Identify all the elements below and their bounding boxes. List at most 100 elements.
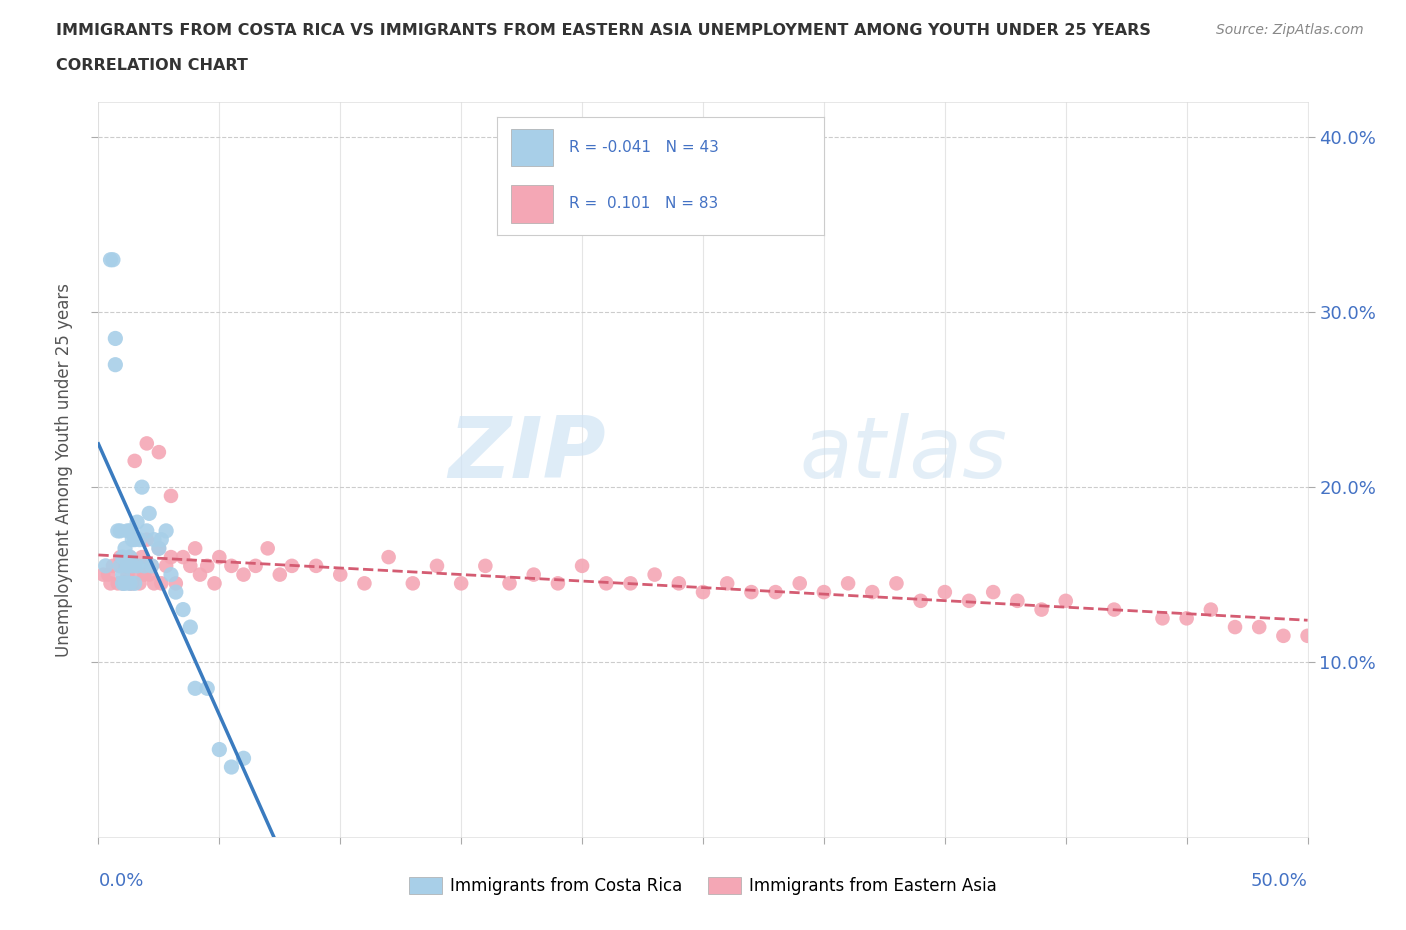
Point (208, 550, 231, 565)
Point (179, 619, 201, 634)
Text: 0.0%: 0.0% (98, 871, 143, 890)
Text: IMMIGRANTS FROM COSTA RICA VS IMMIGRANTS FROM EASTERN ASIA UNEMPLOYMENT AMONG YO: IMMIGRANTS FROM COSTA RICA VS IMMIGRANTS… (56, 23, 1152, 38)
Point (134, 567, 156, 582)
Point (1175, 611, 1198, 626)
Point (97, 567, 120, 582)
Point (165, 576, 187, 591)
Point (150, 532, 173, 547)
Point (281, 558, 304, 573)
Point (426, 558, 449, 573)
Point (1031, 602, 1053, 617)
Point (131, 550, 153, 565)
Point (111, 576, 134, 591)
Point (155, 558, 177, 573)
Y-axis label: Unemployment Among Youth under 25 years: Unemployment Among Youth under 25 years (55, 283, 73, 657)
Point (232, 567, 254, 582)
Point (450, 576, 472, 591)
Point (740, 585, 762, 600)
Point (184, 681, 207, 696)
Point (111, 550, 134, 565)
Point (127, 567, 149, 582)
Point (221, 558, 243, 573)
Point (474, 558, 496, 573)
Point (108, 550, 131, 565)
Point (135, 436, 157, 451)
Point (104, 357, 127, 372)
Point (860, 585, 883, 600)
Point (94, 558, 117, 573)
Point (141, 558, 163, 573)
Point (1272, 629, 1295, 644)
Point (124, 532, 146, 547)
Point (134, 558, 156, 573)
Point (789, 576, 811, 591)
Point (131, 480, 153, 495)
Point (208, 742, 231, 757)
Text: 50.0%: 50.0% (1251, 871, 1308, 890)
Point (179, 558, 201, 573)
Point (160, 567, 183, 582)
Point (121, 532, 143, 547)
Point (1249, 619, 1271, 634)
Point (245, 558, 267, 573)
Point (127, 514, 149, 529)
Point (571, 558, 593, 573)
Point (91, 567, 114, 582)
Point (910, 593, 932, 608)
Point (124, 454, 146, 469)
Point (305, 558, 328, 573)
Point (668, 576, 690, 591)
Point (117, 567, 139, 582)
Point (1199, 602, 1222, 617)
Point (118, 550, 141, 565)
Point (118, 576, 141, 591)
Point (837, 576, 859, 591)
Point (595, 576, 617, 591)
Point (107, 524, 129, 538)
Point (107, 576, 129, 591)
Point (269, 567, 291, 582)
Text: CORRELATION CHART: CORRELATION CHART (56, 58, 247, 73)
Point (1223, 619, 1246, 634)
Point (148, 541, 170, 556)
Point (886, 576, 908, 591)
Point (155, 524, 177, 538)
Point (813, 585, 835, 600)
Point (135, 532, 157, 547)
Point (128, 532, 150, 547)
Point (221, 760, 243, 775)
Point (981, 585, 1004, 600)
Point (204, 576, 226, 591)
Point (150, 576, 173, 591)
Point (143, 576, 166, 591)
Point (118, 524, 141, 538)
Point (124, 558, 146, 573)
Point (135, 524, 157, 538)
Text: ZIP: ZIP (449, 414, 606, 497)
Point (128, 576, 150, 591)
Point (111, 567, 134, 582)
Point (619, 576, 641, 591)
Point (138, 506, 160, 521)
Point (547, 576, 569, 591)
Point (121, 576, 143, 591)
Point (498, 576, 520, 591)
Point (188, 567, 211, 582)
Point (195, 558, 218, 573)
Point (644, 567, 666, 582)
Legend: Immigrants from Costa Rica, Immigrants from Eastern Asia: Immigrants from Costa Rica, Immigrants f… (402, 870, 1004, 902)
Point (127, 558, 149, 573)
Point (377, 550, 399, 565)
Point (101, 252, 124, 267)
Point (1296, 629, 1319, 644)
Point (141, 558, 163, 573)
Point (118, 550, 141, 565)
Point (111, 576, 134, 591)
Point (100, 576, 122, 591)
Point (100, 252, 122, 267)
Point (1054, 593, 1077, 608)
Point (765, 585, 787, 600)
Point (256, 541, 278, 556)
Point (1102, 602, 1125, 617)
Point (523, 567, 546, 582)
